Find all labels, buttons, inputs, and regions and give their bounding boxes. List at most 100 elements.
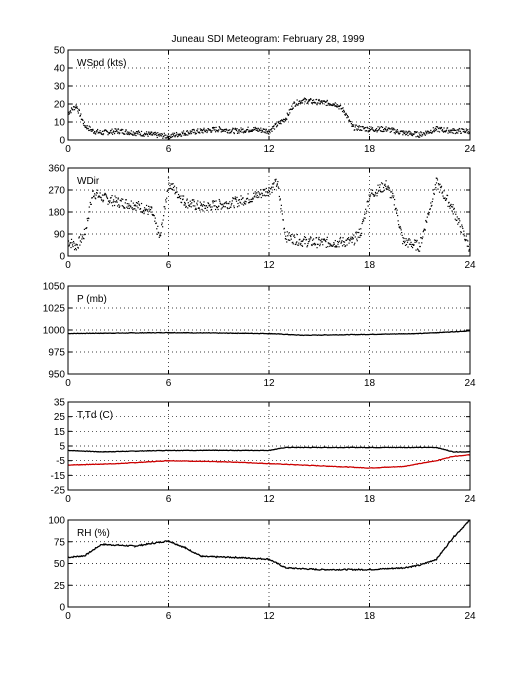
data-point xyxy=(260,127,262,129)
data-point xyxy=(88,125,90,127)
data-point xyxy=(244,131,247,133)
data-point xyxy=(358,126,360,128)
data-point xyxy=(234,128,236,130)
data-point xyxy=(138,131,141,134)
data-point xyxy=(374,130,376,132)
data-point xyxy=(209,206,212,208)
data-point xyxy=(121,132,123,134)
data-point xyxy=(182,198,184,200)
data-point xyxy=(368,130,371,132)
data-point xyxy=(155,133,157,135)
data-point xyxy=(78,108,80,110)
data-point xyxy=(307,241,310,243)
data-point xyxy=(163,215,165,217)
data-point xyxy=(420,132,422,134)
data-point xyxy=(272,186,274,188)
data-point xyxy=(324,239,326,241)
data-point xyxy=(434,129,436,131)
data-point xyxy=(200,204,202,207)
data-point xyxy=(233,205,235,207)
data-point xyxy=(145,208,147,210)
data-point xyxy=(135,202,138,204)
data-point xyxy=(296,103,298,105)
data-point xyxy=(99,196,101,198)
data-point xyxy=(155,132,157,134)
data-point xyxy=(298,242,300,244)
data-point xyxy=(349,240,351,242)
data-point xyxy=(355,124,357,126)
data-point xyxy=(229,201,231,203)
data-point xyxy=(109,131,111,134)
data-point xyxy=(140,202,143,205)
data-point xyxy=(177,133,180,135)
data-point xyxy=(435,128,438,130)
data-point xyxy=(238,129,241,131)
data-point xyxy=(389,128,391,130)
data-point xyxy=(336,104,339,106)
data-point xyxy=(430,205,432,207)
data-point xyxy=(248,199,250,201)
data-point xyxy=(313,101,316,103)
data-point xyxy=(148,132,150,135)
data-point xyxy=(307,101,309,103)
data-point xyxy=(409,133,412,135)
data-point xyxy=(149,131,151,133)
data-point xyxy=(376,192,379,194)
data-point xyxy=(156,134,158,137)
data-point xyxy=(290,235,292,238)
data-point xyxy=(397,214,399,217)
data-point xyxy=(410,245,413,248)
data-point xyxy=(100,132,102,134)
data-point xyxy=(272,125,275,128)
data-point xyxy=(322,103,324,105)
data-point xyxy=(165,134,167,136)
data-point xyxy=(167,189,169,191)
data-point xyxy=(468,131,470,133)
data-point xyxy=(275,126,278,128)
data-point xyxy=(305,238,308,241)
data-point xyxy=(263,194,265,196)
data-point xyxy=(307,242,309,245)
data-point xyxy=(149,209,152,211)
data-point xyxy=(84,233,86,235)
data-point xyxy=(101,199,103,201)
series-line-0 xyxy=(68,330,470,337)
data-point xyxy=(71,244,74,246)
data-point xyxy=(133,204,135,207)
data-point xyxy=(210,131,213,133)
data-point xyxy=(87,128,89,130)
data-point xyxy=(360,228,362,230)
data-point xyxy=(110,129,112,132)
data-point xyxy=(372,194,375,196)
data-point xyxy=(462,131,464,133)
data-point xyxy=(396,209,398,211)
data-point xyxy=(377,184,379,186)
data-point xyxy=(139,133,142,135)
data-point xyxy=(341,240,343,242)
data-point xyxy=(193,199,195,201)
data-point xyxy=(271,126,274,128)
data-point xyxy=(348,120,350,122)
data-point xyxy=(423,229,425,232)
y-tick-label: 270 xyxy=(48,186,65,197)
data-point xyxy=(462,233,464,235)
data-point xyxy=(461,224,463,226)
data-point xyxy=(382,129,385,131)
data-point xyxy=(440,126,443,129)
data-point xyxy=(300,101,302,104)
data-point xyxy=(219,127,221,129)
data-point xyxy=(319,243,321,245)
y-tick-label: 0 xyxy=(59,252,65,263)
data-point xyxy=(232,128,234,130)
data-point xyxy=(106,197,109,200)
data-point xyxy=(200,203,202,205)
data-point xyxy=(451,206,454,208)
data-point xyxy=(392,197,394,199)
data-point xyxy=(401,231,403,234)
data-point xyxy=(452,204,454,206)
data-point xyxy=(315,237,318,239)
data-point xyxy=(75,104,77,106)
data-point xyxy=(303,98,305,101)
data-point xyxy=(190,131,192,133)
data-point xyxy=(170,183,172,185)
